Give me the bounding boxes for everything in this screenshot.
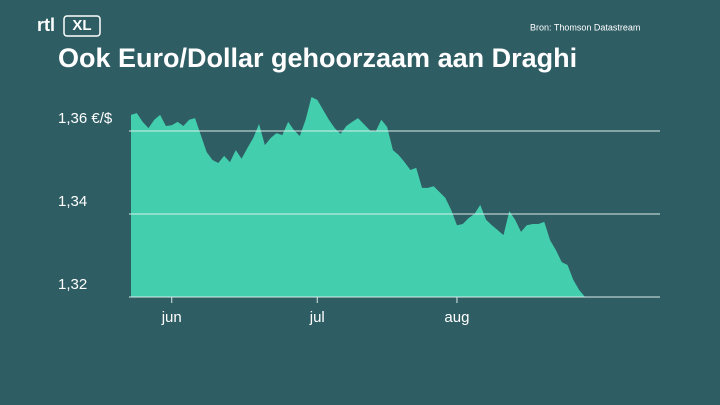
y-tick-label: 1,32 (58, 276, 87, 293)
x-tick-label: jul (309, 309, 325, 326)
logo-label: XL (72, 17, 91, 34)
logo-channel: rtl (37, 15, 55, 35)
y-tick-label: 1,36 €/$ (58, 110, 113, 127)
x-tick-label: jun (161, 309, 182, 326)
logo-frame (63, 15, 101, 37)
x-tick-label: aug (444, 309, 469, 326)
chart-title: Ook Euro/Dollar gehoorzaam aan Draghi (58, 43, 577, 73)
area (131, 96, 585, 297)
source: Bron: Thomson Datastream (530, 22, 640, 32)
y-tick-label: 1,34 (58, 193, 87, 210)
